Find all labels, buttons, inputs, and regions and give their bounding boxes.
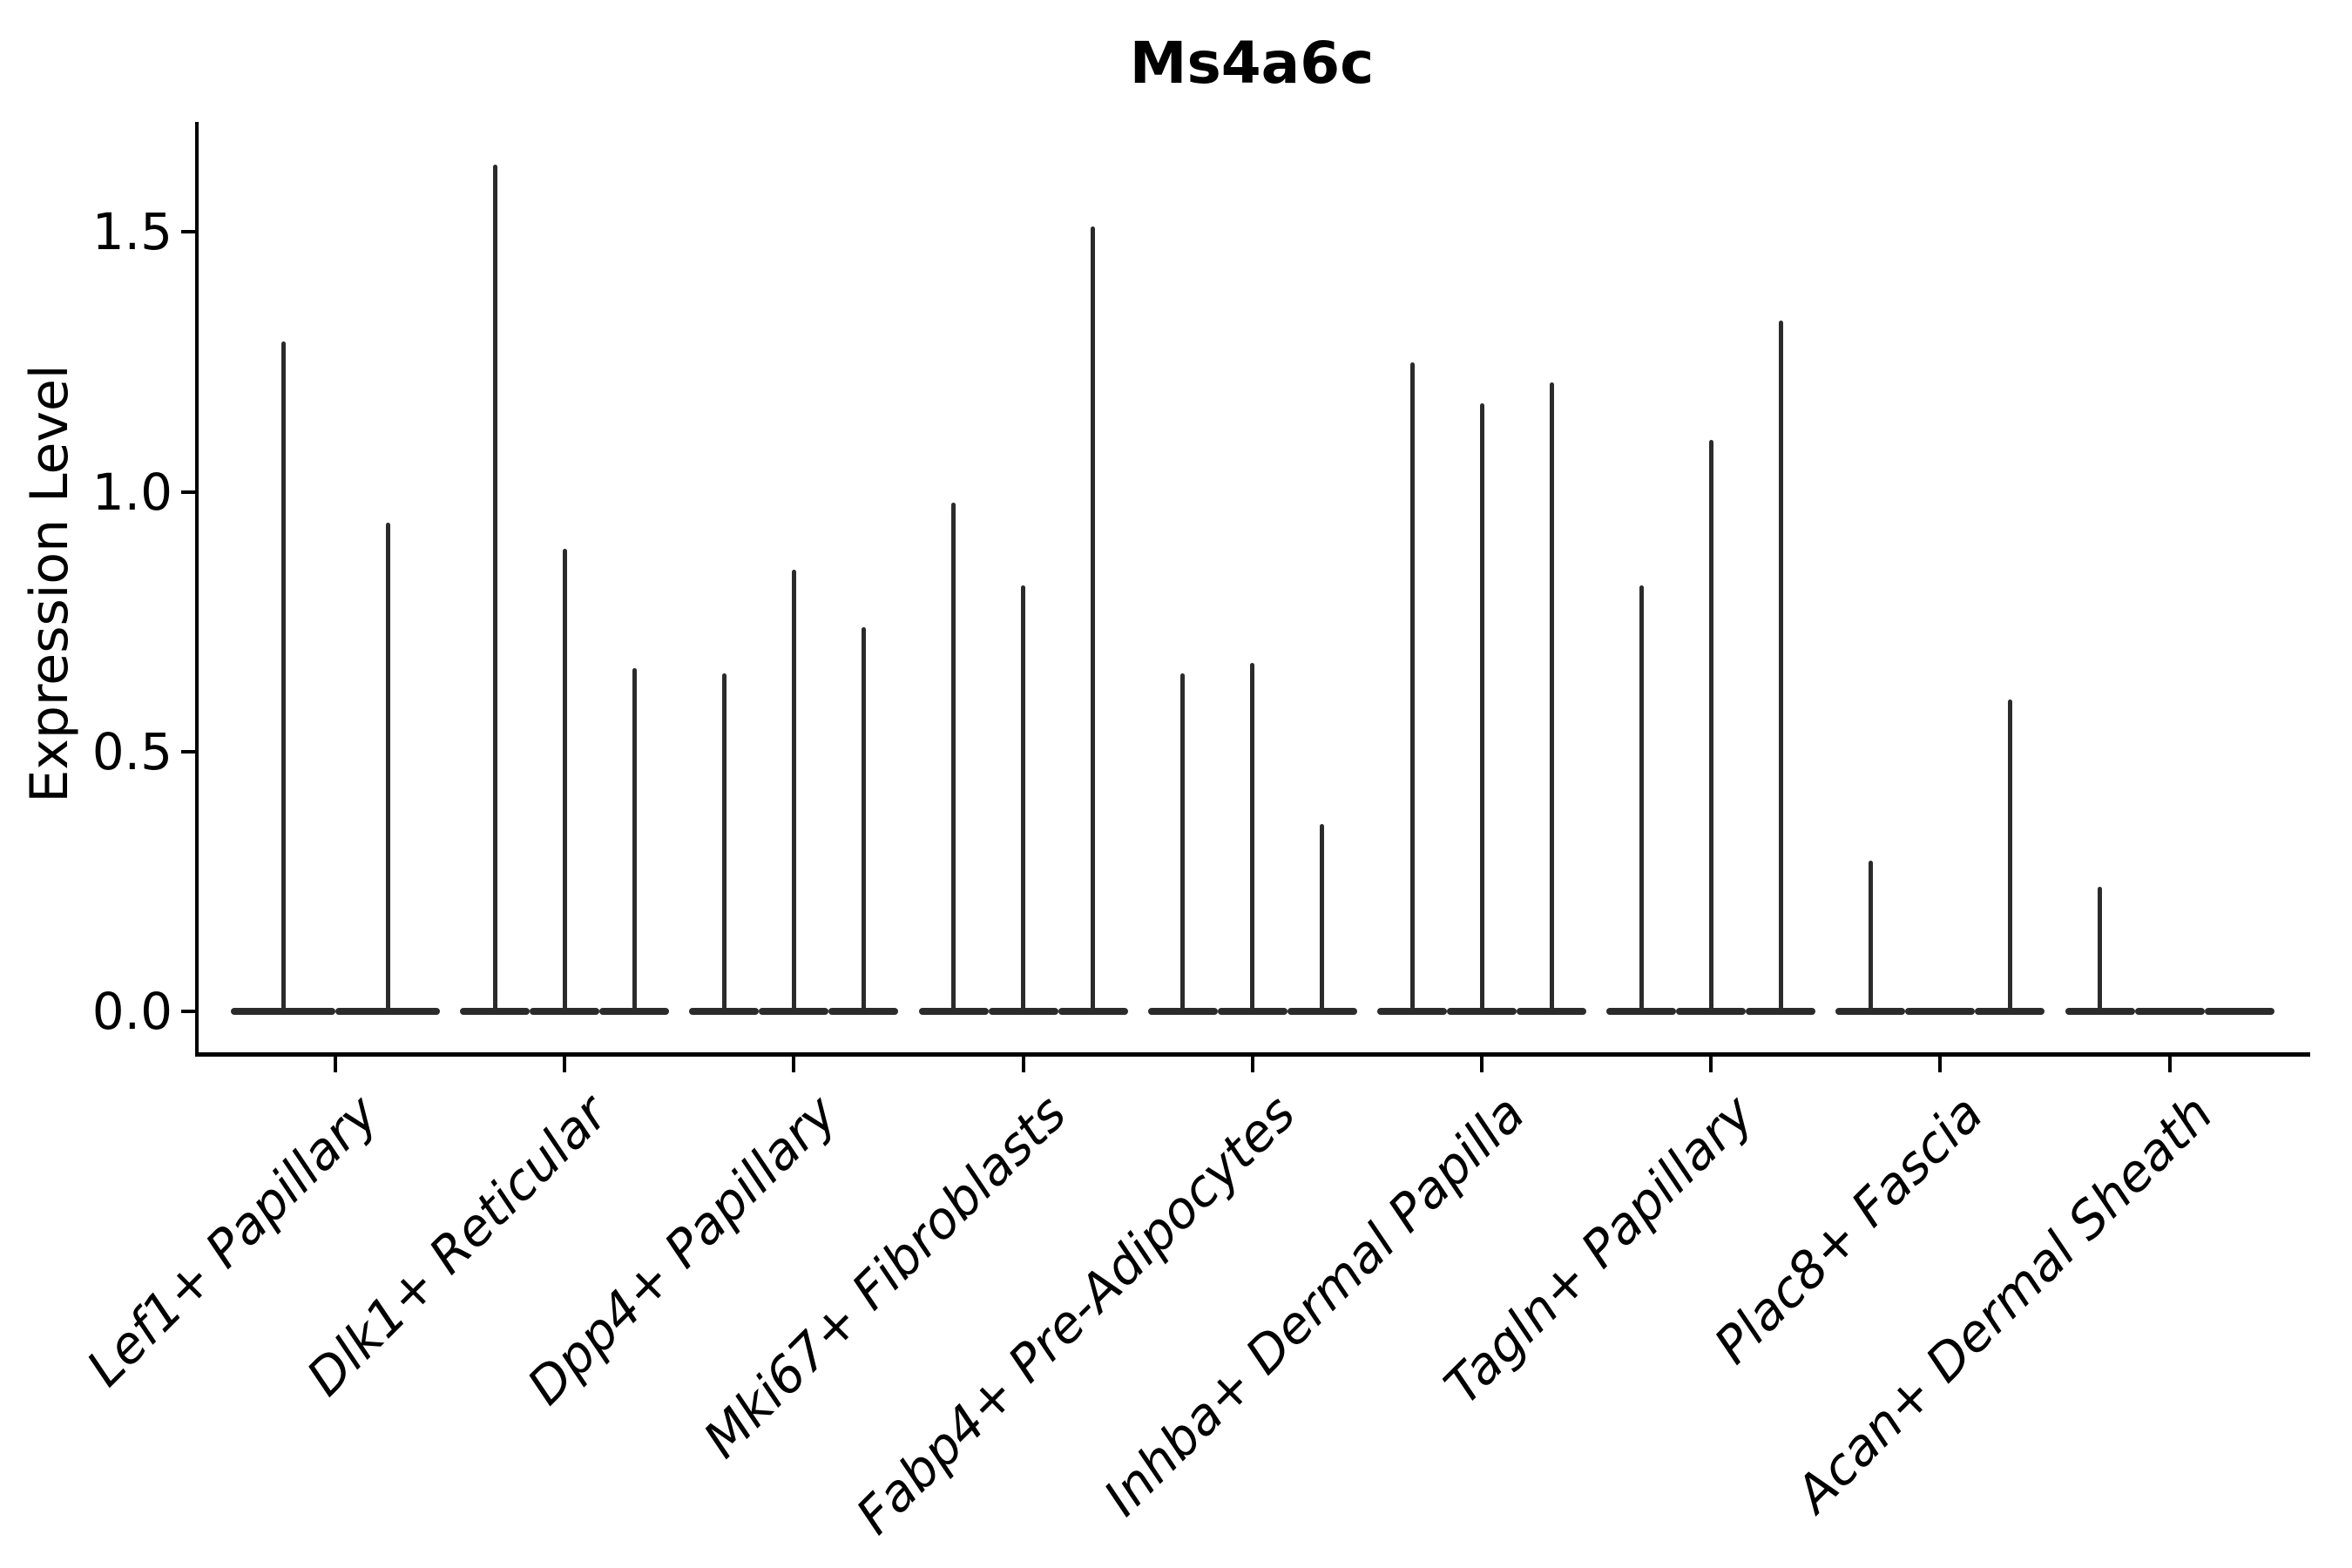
violin-spike [1091, 226, 1096, 1015]
x-tick [334, 1057, 337, 1072]
x-tick-label: Inhba+ Dermal Papilla [1092, 1084, 1537, 1528]
y-axis-spine [195, 122, 199, 1057]
x-tick [1480, 1057, 1484, 1072]
plot-title: Ms4a6c [1129, 30, 1375, 97]
violin-spike [1409, 362, 1415, 1015]
violin-spike [791, 570, 796, 1015]
x-tick-label: Acan+ Dermal Sheath [1783, 1084, 2224, 1524]
x-tick [1938, 1057, 1943, 1072]
violin-spike [1320, 824, 1325, 1015]
violin-spike [1549, 382, 1554, 1015]
x-tick [792, 1057, 796, 1072]
violin-spike [562, 549, 567, 1015]
violin-spike [280, 341, 286, 1015]
x-tick [2167, 1057, 2172, 1072]
violin-spike [1250, 663, 1255, 1015]
x-tick [1021, 1057, 1025, 1072]
violin-spike [951, 502, 956, 1015]
violin-spike [1639, 585, 1644, 1015]
violin-spike [721, 673, 727, 1015]
violin-spike [861, 626, 866, 1015]
violin-body [2134, 1008, 2205, 1015]
violin-spike [1180, 673, 1186, 1015]
y-tick [181, 230, 195, 234]
x-tick [563, 1057, 567, 1072]
violin-spike [1479, 403, 1484, 1015]
violin-spike [1778, 320, 1783, 1015]
violin-body [2204, 1008, 2274, 1015]
x-tick [1250, 1057, 1254, 1072]
violin-spike [1708, 439, 1713, 1015]
x-tick-label: Fabp4+ Pre-Adipocytes [844, 1084, 1307, 1546]
violin-spike [492, 164, 497, 1015]
violin-spike [632, 668, 637, 1015]
y-tick [181, 1010, 195, 1013]
x-tick [1709, 1057, 1713, 1072]
violin-spike [385, 523, 390, 1015]
y-tick-label: 1.5 [91, 202, 172, 262]
violin-spike [1021, 585, 1026, 1015]
y-tick-label: 0.0 [91, 982, 172, 1041]
x-axis-spine [195, 1052, 2310, 1057]
y-tick-label: 1.0 [91, 462, 172, 522]
y-tick-label: 0.5 [91, 721, 172, 781]
y-tick [181, 749, 195, 754]
y-tick [181, 490, 195, 494]
violin-spike [2098, 886, 2103, 1015]
violin-spike [2007, 700, 2012, 1015]
violin-body [1905, 1008, 1976, 1015]
violin-spike [1868, 861, 1873, 1015]
